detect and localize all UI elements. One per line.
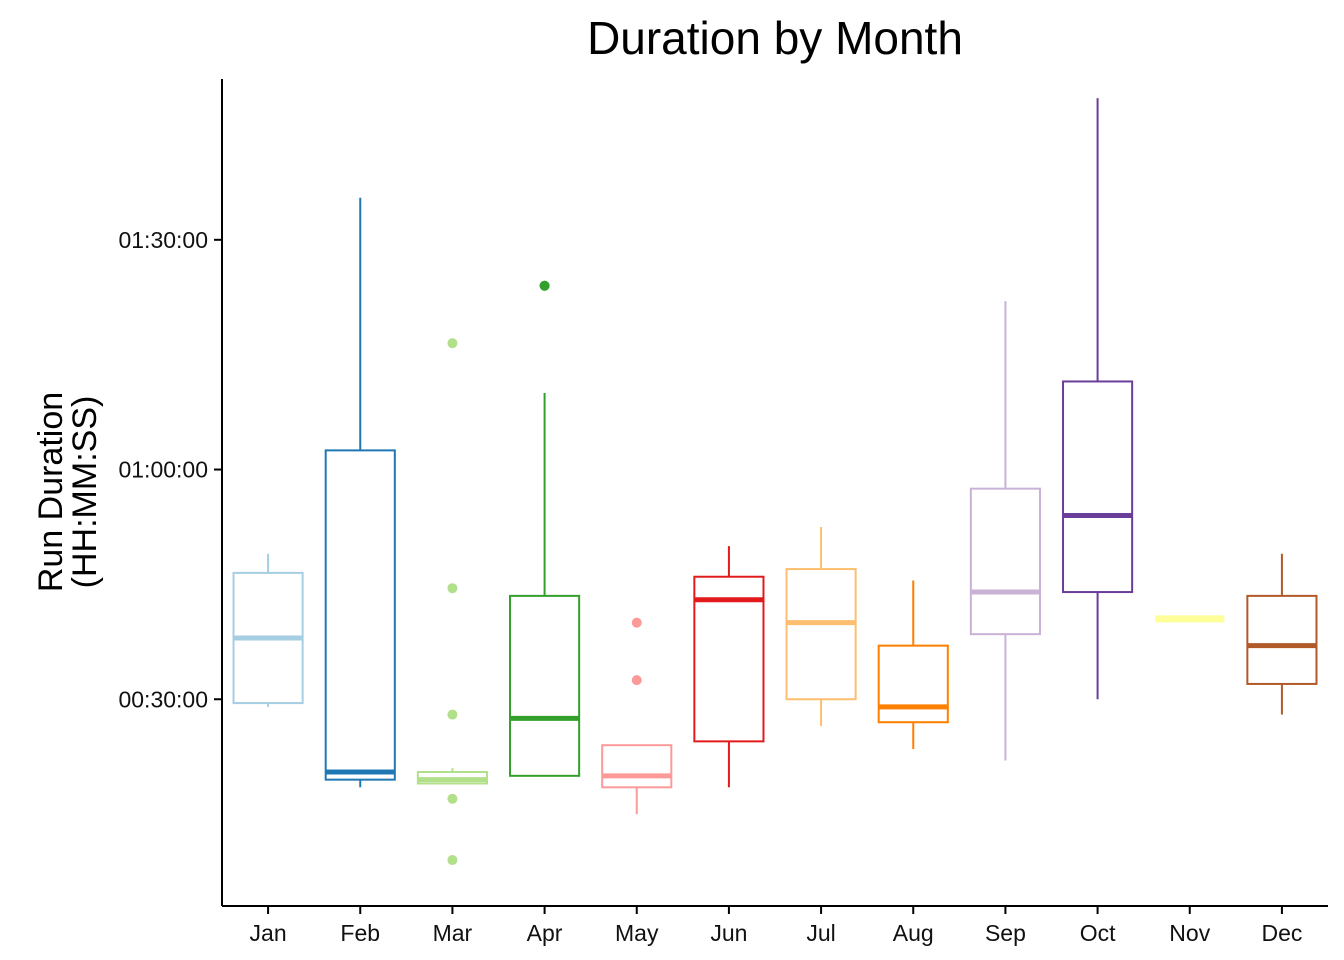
outlier-point <box>631 617 642 628</box>
box-iqr <box>877 644 949 724</box>
x-tick-label: Mar <box>433 920 473 946</box>
chart-title: Duration by Month <box>587 12 963 64</box>
box-jun <box>693 546 765 788</box>
y-axis-ticks: 00:30:00 01:00:00 01:30:00 <box>118 227 222 712</box>
box-jan <box>232 553 304 707</box>
box-iqr <box>601 744 673 789</box>
x-tick-label: Dec <box>1261 920 1302 946</box>
box-feb <box>324 197 396 788</box>
x-tick-label: Jul <box>806 920 835 946</box>
x-tick-label: Sep <box>985 920 1026 946</box>
y-tick-label: 00:30:00 <box>118 686 208 712</box>
x-tick-label: Nov <box>1169 920 1210 946</box>
x-tick-label: Feb <box>340 920 380 946</box>
y-axis-label-line-2: (HH:MM:SS) <box>66 396 104 589</box>
x-tick-label: Jan <box>250 920 287 946</box>
y-axis-label: Run Duration (HH:MM:SS) <box>32 392 104 592</box>
x-tick-label: Oct <box>1080 920 1116 946</box>
outlier-point <box>447 338 458 349</box>
box-jul <box>785 526 857 727</box>
box-iqr <box>969 487 1041 636</box>
box-dec <box>1246 553 1318 715</box>
box-iqr <box>693 575 765 743</box>
outlier-point <box>447 793 458 804</box>
box-aug <box>877 580 949 750</box>
x-tick-label: Jun <box>710 920 747 946</box>
x-tick-label: Apr <box>527 920 563 946</box>
x-axis-ticks: Jan Feb Mar Apr May Jun Jul Aug Sep Oct Nov Dec <box>250 906 1302 946</box>
box-iqr <box>785 568 857 701</box>
box-sep <box>969 301 1041 761</box>
box-mar <box>416 338 488 866</box>
box-may <box>601 617 673 815</box>
box-iqr <box>324 449 396 781</box>
y-tick-label: 01:30:00 <box>118 227 208 253</box>
box-oct <box>1062 98 1134 700</box>
boxes <box>232 98 1318 866</box>
box-iqr <box>1062 380 1134 594</box>
outlier-point <box>631 675 642 686</box>
x-tick-label: May <box>615 920 659 946</box>
outlier-point <box>539 280 550 291</box>
y-tick-label: 01:00:00 <box>118 457 208 483</box>
x-tick-label: Aug <box>893 920 934 946</box>
box-iqr <box>1246 594 1318 685</box>
outlier-point <box>447 855 458 866</box>
y-axis-label-line-1: Run Duration <box>32 392 70 592</box>
outlier-point <box>447 583 458 594</box>
box-apr <box>509 280 581 777</box>
box-iqr <box>509 594 581 777</box>
outlier-point <box>447 709 458 720</box>
